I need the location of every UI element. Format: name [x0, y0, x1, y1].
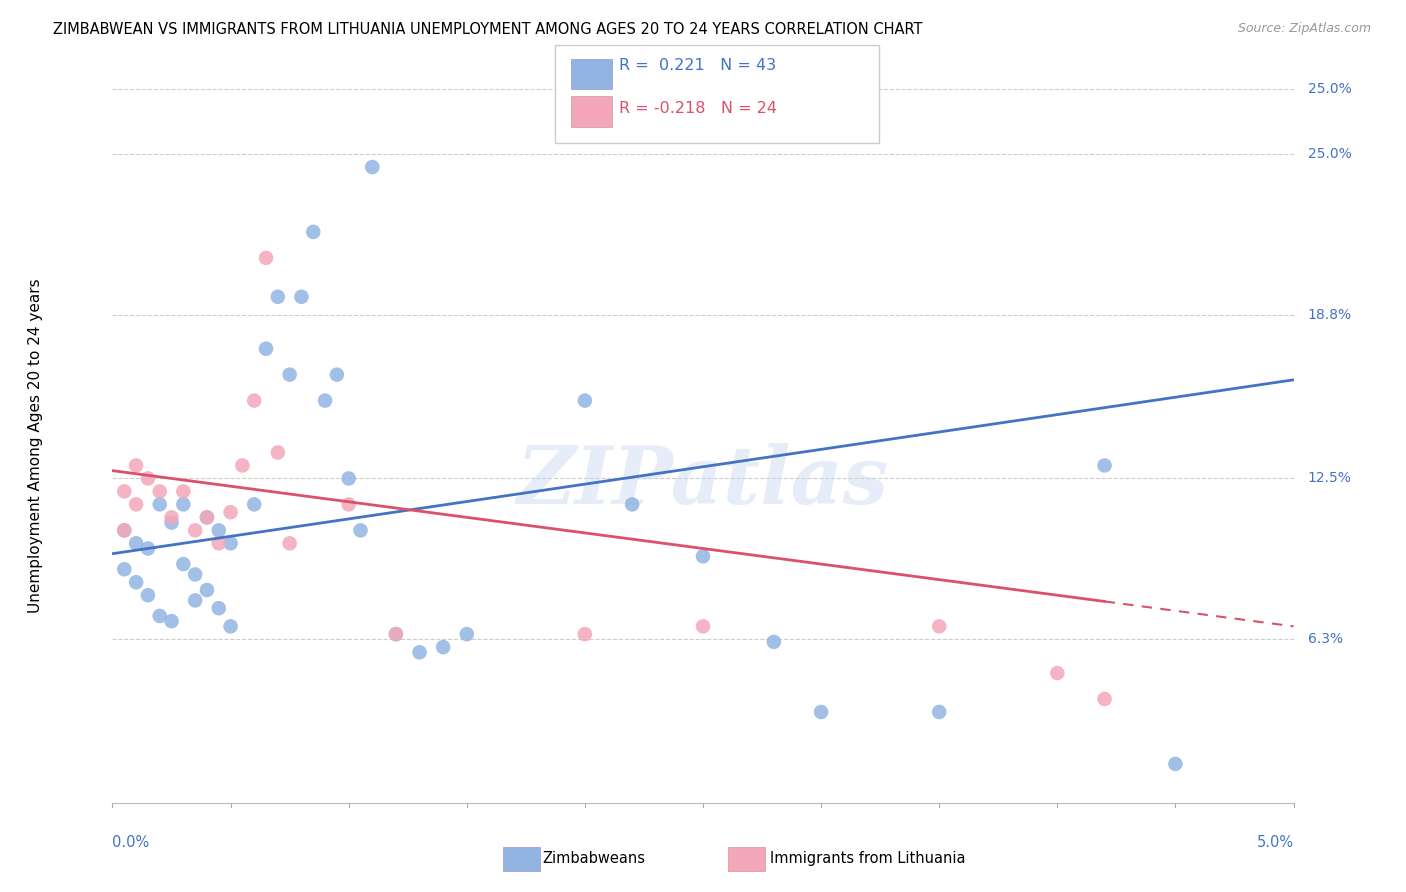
Point — [208, 524, 231, 538]
Point — [112, 524, 135, 538]
Point — [337, 497, 360, 511]
Point — [267, 290, 290, 304]
Point — [290, 290, 312, 304]
Point — [302, 225, 325, 239]
Point — [574, 393, 596, 408]
Point — [810, 705, 832, 719]
Point — [254, 342, 277, 356]
Point — [136, 471, 159, 485]
Point — [385, 627, 408, 641]
Text: Unemployment Among Ages 20 to 24 years: Unemployment Among Ages 20 to 24 years — [28, 278, 44, 614]
Point — [337, 471, 360, 485]
Point — [149, 484, 172, 499]
Point — [160, 510, 183, 524]
Point — [125, 458, 148, 473]
Point — [172, 497, 194, 511]
Point — [243, 497, 266, 511]
Point — [692, 619, 714, 633]
Point — [219, 536, 242, 550]
Point — [385, 627, 408, 641]
Point — [184, 593, 207, 607]
Point — [243, 393, 266, 408]
Point — [278, 368, 301, 382]
Point — [149, 609, 172, 624]
Text: Immigrants from Lithuania: Immigrants from Lithuania — [770, 851, 966, 865]
Point — [125, 575, 148, 590]
Point — [1046, 666, 1069, 681]
Point — [408, 645, 430, 659]
Point — [456, 627, 478, 641]
Point — [254, 251, 277, 265]
Point — [928, 705, 950, 719]
Text: 25.0%: 25.0% — [1308, 147, 1351, 161]
Point — [231, 458, 253, 473]
Point — [195, 582, 218, 597]
Point — [184, 524, 207, 538]
Point — [160, 516, 183, 530]
Text: 18.8%: 18.8% — [1308, 308, 1351, 322]
Point — [314, 393, 336, 408]
Point — [219, 619, 242, 633]
Point — [195, 510, 218, 524]
Point — [184, 567, 207, 582]
Text: 0.0%: 0.0% — [112, 835, 149, 850]
Point — [125, 536, 148, 550]
Point — [208, 536, 231, 550]
Point — [136, 541, 159, 556]
Text: Zimbabweans: Zimbabweans — [543, 851, 645, 865]
Point — [361, 160, 384, 174]
Point — [112, 484, 135, 499]
Point — [195, 510, 218, 524]
Point — [692, 549, 714, 564]
Point — [278, 536, 301, 550]
Point — [219, 505, 242, 519]
Point — [326, 368, 349, 382]
Point — [112, 562, 135, 576]
Text: ZIMBABWEAN VS IMMIGRANTS FROM LITHUANIA UNEMPLOYMENT AMONG AGES 20 TO 24 YEARS C: ZIMBABWEAN VS IMMIGRANTS FROM LITHUANIA … — [53, 22, 922, 37]
Text: 5.0%: 5.0% — [1257, 835, 1294, 850]
Point — [621, 497, 644, 511]
Text: R =  0.221   N = 43: R = 0.221 N = 43 — [619, 58, 776, 72]
Point — [172, 557, 194, 571]
Text: ZIPatlas: ZIPatlas — [517, 443, 889, 520]
Point — [160, 614, 183, 628]
Point — [574, 627, 596, 641]
Point — [1094, 692, 1116, 706]
Point — [928, 619, 950, 633]
Point — [112, 524, 135, 538]
Point — [125, 497, 148, 511]
Text: 12.5%: 12.5% — [1308, 472, 1351, 485]
Point — [432, 640, 454, 654]
Point — [267, 445, 290, 459]
Point — [172, 484, 194, 499]
Point — [762, 635, 785, 649]
Point — [1164, 756, 1187, 771]
Text: R = -0.218   N = 24: R = -0.218 N = 24 — [619, 102, 776, 116]
Point — [149, 497, 172, 511]
Text: 6.3%: 6.3% — [1308, 632, 1343, 647]
Text: 25.0%: 25.0% — [1308, 82, 1351, 96]
Point — [1094, 458, 1116, 473]
Point — [349, 524, 371, 538]
Point — [136, 588, 159, 602]
Text: Source: ZipAtlas.com: Source: ZipAtlas.com — [1237, 22, 1371, 36]
Point — [208, 601, 231, 615]
